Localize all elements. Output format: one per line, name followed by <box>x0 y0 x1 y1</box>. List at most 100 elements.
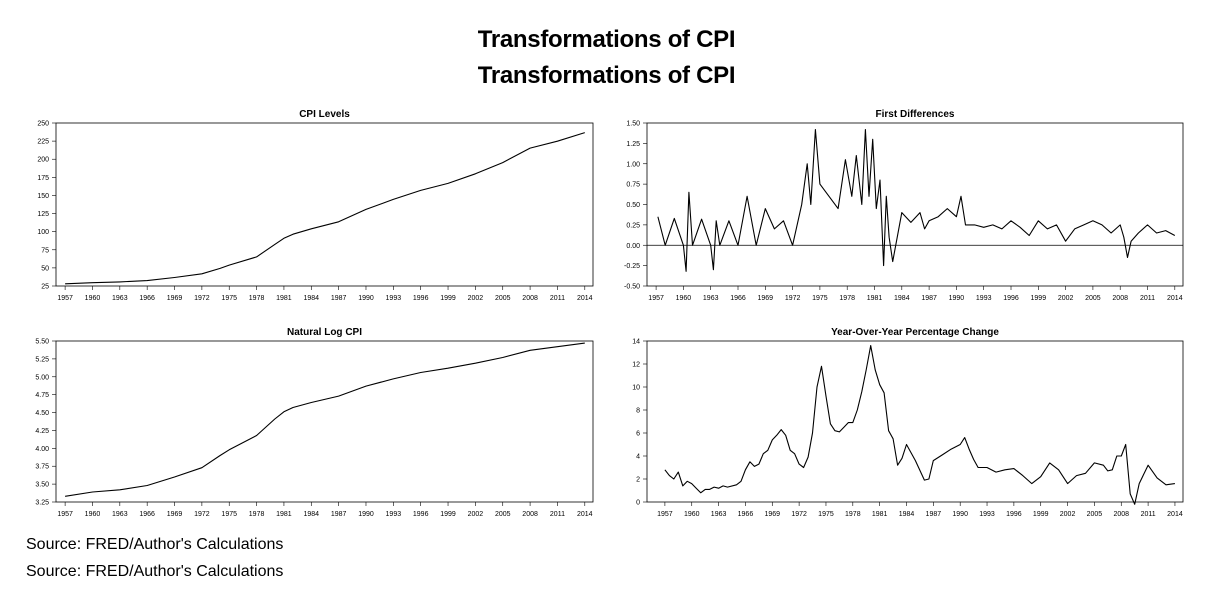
cpi-levels-xtick-label: 1957 <box>57 295 73 302</box>
cpi-levels-ytick-label: 150 <box>37 193 49 200</box>
first-differences-ytick-label: 1.50 <box>626 121 640 128</box>
yoy-percent-change-xtick-label: 1960 <box>684 511 700 518</box>
yoy-percent-change-ytick-label: 4 <box>636 454 640 461</box>
first-differences-xtick-label: 1957 <box>648 295 664 302</box>
first-differences-xtick-label: 1972 <box>785 295 801 302</box>
cpi-levels-xtick-label: 1966 <box>139 295 155 302</box>
first-differences-ytick-label: 1.25 <box>626 141 640 148</box>
cpi-levels-xtick-label: 2002 <box>468 295 484 302</box>
cpi-levels-xtick-label: 1972 <box>194 295 210 302</box>
cpi-levels-ytick-label: 250 <box>37 121 49 128</box>
yoy-percent-change-xtick-label: 1990 <box>952 511 968 518</box>
natural-log-cpi-xtick-label: 1999 <box>440 511 456 518</box>
yoy-percent-change-ytick-label: 14 <box>632 339 640 346</box>
natural-log-cpi-xtick-label: 1984 <box>303 511 319 518</box>
natural-log-cpi-xtick-label: 1993 <box>386 511 402 518</box>
first-differences-xtick-label: 1963 <box>703 295 719 302</box>
natural-log-cpi-series-line <box>65 342 585 497</box>
natural-log-cpi-ytick-label: 5.00 <box>35 374 49 381</box>
first-differences-ytick-label: 0.50 <box>626 202 640 209</box>
yoy-percent-change-ytick-label: 8 <box>636 408 640 415</box>
natural-log-cpi-xtick-label: 1963 <box>112 511 128 518</box>
natural-log-cpi-xtick-label: 2011 <box>550 511 565 518</box>
cpi-levels-xtick-label: 1999 <box>440 295 456 302</box>
first-differences-ytick-label: -0.25 <box>624 263 640 270</box>
natural-log-cpi-xtick-label: 1987 <box>331 511 347 518</box>
first-differences-xtick-label: 1981 <box>867 295 883 302</box>
first-differences-xtick-label: 2008 <box>1112 295 1128 302</box>
cpi-levels-series-line <box>65 132 585 285</box>
yoy-percent-change-xtick-label: 1999 <box>1033 511 1049 518</box>
cpi-levels-ytick-label: 125 <box>37 211 49 218</box>
yoy-percent-change-xtick-label: 1972 <box>791 511 807 518</box>
yoy-percent-change-xtick-label: 1969 <box>764 511 780 518</box>
yoy-percent-change-xtick-label: 2011 <box>1141 511 1156 518</box>
first-differences-xtick-label: 1999 <box>1031 295 1047 302</box>
first-differences-xtick-label: 1987 <box>921 295 937 302</box>
cpi-levels-xtick-label: 2014 <box>577 295 593 302</box>
cpi-levels-ytick-label: 200 <box>37 157 49 164</box>
first-differences-ytick-label: 0.75 <box>626 182 640 189</box>
cpi-levels-ytick-label: 50 <box>41 265 49 272</box>
natural-log-cpi-xtick-label: 1975 <box>221 511 237 518</box>
first-differences-ytick-label: 1.00 <box>626 161 640 168</box>
first-differences-xtick-label: 1978 <box>839 295 855 302</box>
natural-log-cpi-ytick-label: 5.25 <box>35 356 49 363</box>
cpi-levels-xtick-label: 1984 <box>303 295 319 302</box>
yoy-percent-change-ytick-label: 6 <box>636 431 640 438</box>
first-differences-series-line <box>657 128 1176 272</box>
cpi-levels-xtick-label: 1981 <box>276 295 292 302</box>
cpi-levels-xtick-label: 2011 <box>550 295 565 302</box>
cpi-levels-xtick-label: 1978 <box>249 295 265 302</box>
first-differences-xtick-label: 1969 <box>758 295 774 302</box>
first-differences-xtick-label: 2002 <box>1058 295 1074 302</box>
natural-log-cpi-xtick-label: 2002 <box>468 511 484 518</box>
cpi-levels-xtick-label: 2005 <box>495 295 511 302</box>
yoy-percent-change-xtick-label: 2014 <box>1167 511 1183 518</box>
cpi-levels-xtick-label: 1969 <box>167 295 183 302</box>
figure-title-repeat: Transformations of CPI <box>477 62 736 89</box>
yoy-percent-change-xtick-label: 1975 <box>818 511 834 518</box>
cpi-levels-xtick-label: 1975 <box>221 295 237 302</box>
first-differences-frame <box>646 122 1184 287</box>
source-note: Source: FRED/Author's Calculations <box>26 536 284 553</box>
natural-log-cpi-xtick-label: 2005 <box>495 511 511 518</box>
yoy-percent-change-xtick-label: 1978 <box>845 511 861 518</box>
natural-log-cpi-xtick-label: 1960 <box>85 511 101 518</box>
first-differences-xtick-label: 1993 <box>976 295 992 302</box>
yoy-percent-change-xtick-label: 1987 <box>926 511 942 518</box>
yoy-percent-change-xtick-label: 1981 <box>872 511 888 518</box>
cpi-levels-xtick-label: 1960 <box>85 295 101 302</box>
natural-log-cpi-xtick-label: 1957 <box>57 511 73 518</box>
first-differences-ytick-label: 0.25 <box>626 222 640 229</box>
yoy-percent-change-xtick-label: 1984 <box>899 511 915 518</box>
yoy-percent-change-ytick-label: 2 <box>636 477 640 484</box>
yoy-percent-change-xtick-label: 1996 <box>1006 511 1022 518</box>
yoy-percent-change-ytick-label: 12 <box>632 362 640 369</box>
natural-log-cpi-xtick-label: 1978 <box>249 511 265 518</box>
first-differences-ytick-label: 0.00 <box>626 243 640 250</box>
cpi-levels-xtick-label: 2008 <box>522 295 538 302</box>
natural-log-cpi-frame <box>55 340 594 503</box>
cpi-levels-xtick-label: 1990 <box>358 295 374 302</box>
yoy-percent-change-ytick-label: 0 <box>636 500 640 507</box>
natural-log-cpi-ytick-label: 3.25 <box>35 500 49 507</box>
natural-log-cpi-ytick-label: 4.50 <box>35 410 49 417</box>
natural-log-cpi-xtick-label: 1972 <box>194 511 210 518</box>
cpi-levels-ytick-label: 225 <box>37 139 49 146</box>
cpi-levels-xtick-label: 1987 <box>331 295 347 302</box>
natural-log-cpi-xtick-label: 1966 <box>139 511 155 518</box>
source-note-repeat: Source: FRED/Author's Calculations <box>26 563 284 580</box>
cpi-levels-xtick-label: 1963 <box>112 295 128 302</box>
cpi-levels-ytick-label: 25 <box>41 284 49 291</box>
yoy-percent-change-ytick-label: 10 <box>632 385 640 392</box>
first-differences-xtick-label: 1975 <box>812 295 828 302</box>
first-differences-xtick-label: 2005 <box>1085 295 1101 302</box>
natural-log-cpi-title: Natural Log CPI <box>287 327 362 338</box>
yoy-percent-change-frame <box>646 340 1184 503</box>
natural-log-cpi-xtick-label: 2014 <box>577 511 593 518</box>
first-differences-title: First Differences <box>876 109 955 120</box>
natural-log-cpi-ytick-label: 4.00 <box>35 446 49 453</box>
yoy-percent-change-xtick-label: 2005 <box>1087 511 1103 518</box>
